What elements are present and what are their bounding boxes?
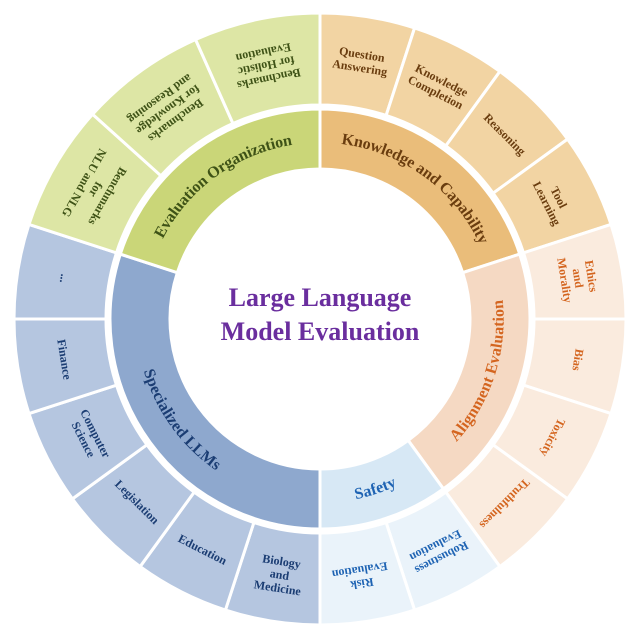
svg-text:Model Evaluation: Model Evaluation [221,317,420,346]
center-title: Large Language Model Evaluation [221,283,420,346]
svg-text:Large Language: Large Language [229,283,412,312]
sunburst-diagram: Knowledge and CapabilityQuestionAnswerin… [0,0,640,638]
